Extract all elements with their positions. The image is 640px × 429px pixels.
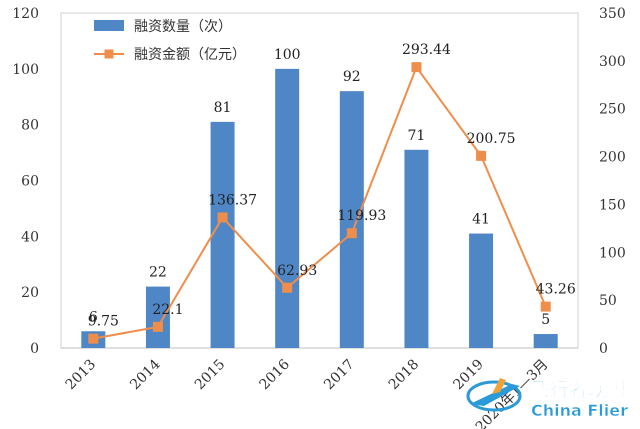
plot-frame bbox=[60, 12, 579, 349]
bar bbox=[145, 286, 170, 348]
line-point-marker bbox=[282, 282, 293, 293]
bar-data-label: 71 bbox=[408, 128, 426, 144]
line-data-label: 200.75 bbox=[467, 131, 516, 147]
y-right-tick-label: 100 bbox=[599, 245, 626, 261]
y-right-tick-label: 50 bbox=[599, 293, 617, 309]
line-point-marker bbox=[476, 150, 487, 161]
bar-data-label: 92 bbox=[343, 69, 361, 85]
y-left-tick-label: 0 bbox=[30, 341, 39, 357]
line-point-marker bbox=[346, 228, 357, 239]
legend-swatch-marker bbox=[104, 49, 114, 59]
line-data-label: 43.26 bbox=[536, 282, 576, 298]
line-point-marker bbox=[540, 301, 551, 312]
line-data-label: 293.44 bbox=[402, 42, 451, 58]
x-tick-label: 2014 bbox=[127, 356, 164, 393]
line-point-marker bbox=[411, 62, 422, 73]
y-left-tick-label: 100 bbox=[12, 62, 39, 78]
series-line bbox=[93, 65, 547, 340]
bar-data-label: 6 bbox=[89, 309, 98, 325]
line-data-label: 62.93 bbox=[277, 263, 317, 279]
legend-swatch-bar bbox=[94, 20, 124, 31]
y-right-tick-label: 300 bbox=[599, 54, 626, 70]
watermark-text: 飞行者联盟 bbox=[531, 378, 626, 401]
legend: 融资数量（次） 融资金额（亿元） bbox=[94, 19, 246, 63]
x-tick-label: 2018 bbox=[386, 357, 423, 394]
bar bbox=[404, 149, 429, 348]
bar bbox=[275, 68, 300, 348]
line-data-label: 119.93 bbox=[337, 208, 386, 224]
line-series bbox=[88, 62, 551, 344]
legend-label-bar: 融资数量（次） bbox=[134, 19, 232, 35]
x-tick-label: 2017 bbox=[321, 357, 358, 394]
watermark: 飞行者联盟 China Flier bbox=[466, 378, 628, 420]
y-right-tick-label: 150 bbox=[599, 197, 626, 213]
x-tick-label: 2013 bbox=[63, 357, 100, 394]
line-point-marker bbox=[152, 321, 163, 332]
x-tick-label: 2019 bbox=[450, 357, 487, 394]
watermark-subtext: China Flier bbox=[531, 401, 628, 420]
y-right-tick-label: 250 bbox=[599, 102, 626, 118]
bar-data-label: 81 bbox=[214, 100, 232, 116]
line-data-label: 136.37 bbox=[208, 192, 257, 208]
bar bbox=[533, 334, 558, 348]
bar-data-label: 100 bbox=[274, 47, 301, 63]
y-left-tick-label: 40 bbox=[21, 229, 39, 245]
y-right-tick-label: 350 bbox=[599, 6, 626, 22]
y-left-tick-label: 60 bbox=[21, 174, 39, 190]
bar bbox=[339, 91, 364, 349]
bar-data-label: 5 bbox=[541, 312, 550, 328]
line-data-label: 22.1 bbox=[152, 302, 183, 318]
bar-data-label: 22 bbox=[149, 265, 167, 281]
x-tick-label: 2016 bbox=[257, 356, 294, 393]
y-left-tick-label: 120 bbox=[12, 6, 39, 22]
line-data-label: 9.75 bbox=[88, 314, 119, 330]
y-left-tick-label: 20 bbox=[21, 285, 39, 301]
bar bbox=[469, 233, 494, 348]
line-point-marker bbox=[88, 333, 99, 344]
legend-label-line: 融资金额（亿元） bbox=[134, 47, 246, 63]
plane-logo-icon bbox=[466, 378, 522, 412]
y-right-tick-label: 0 bbox=[599, 341, 608, 357]
y-left-tick-label: 80 bbox=[21, 118, 39, 134]
x-tick-label: 2015 bbox=[192, 357, 229, 394]
bar-data-label: 41 bbox=[472, 212, 490, 228]
data-labels: 6 22 81 100 92 71 41 5 9.75 22.1 136.37 62.93 119.93… bbox=[88, 42, 576, 330]
bar bbox=[210, 121, 235, 348]
bars-series bbox=[81, 68, 558, 349]
line-point-marker bbox=[217, 212, 228, 223]
y-right-tick-label: 200 bbox=[599, 150, 626, 166]
axes: 0 20 40 60 80 100 120 0 50 100 150 200 250 300 350 2013… bbox=[12, 6, 625, 429]
